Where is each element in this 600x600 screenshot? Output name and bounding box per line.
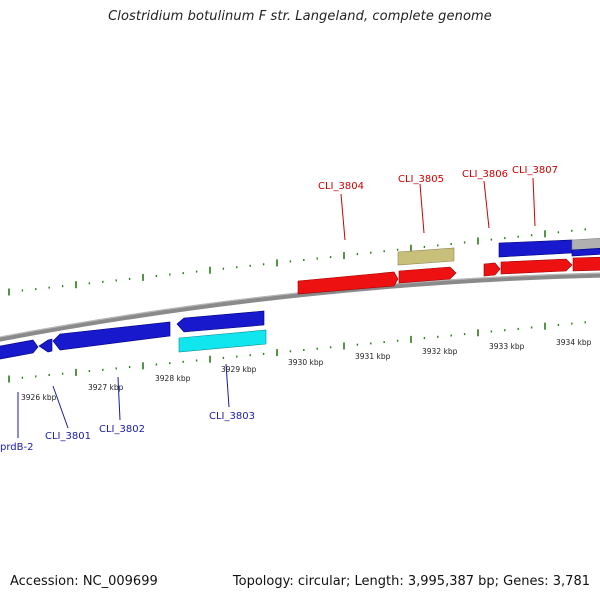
label-cli-3807[interactable]: CLI_3807 [512, 165, 558, 176]
scale-label-3927: 3927 kbp [88, 383, 124, 392]
gene-cli-3805-red[interactable] [398, 266, 457, 284]
genome-backbone [0, 272, 600, 342]
pointer-cli-3801 [52, 385, 69, 429]
gene-cli-3801[interactable] [52, 321, 171, 351]
lower-tick-track [8, 321, 586, 383]
pointer-cli-3802 [117, 376, 121, 421]
scale-label-3928: 3928 kbp [155, 374, 191, 383]
upper-tick-track [8, 228, 586, 296]
accession-text: Accession: NC_009699 [10, 574, 158, 589]
gene-prdb-2[interactable] [0, 339, 39, 360]
gene-blue-top-right[interactable] [498, 239, 573, 258]
pointer-cli-3807 [532, 177, 536, 227]
genome-summary-text: Topology: circular; Length: 3,995,387 bp… [232, 574, 590, 589]
pointer-cli-3806 [483, 180, 490, 229]
gene-cli-3806[interactable] [483, 262, 501, 277]
scale-label-3929: 3929 kbp [221, 365, 257, 374]
scale-label-3932: 3932 kbp [422, 347, 458, 356]
gene-cli-3807[interactable] [500, 258, 573, 275]
gene-cli-3802[interactable] [176, 310, 265, 333]
gene-small-blue[interactable] [38, 338, 53, 353]
label-cli-3803[interactable]: CLI_3803 [209, 411, 255, 422]
label-prdb-2[interactable]: prdB-2 [0, 442, 33, 453]
gene-gray-top-right[interactable] [571, 238, 600, 251]
map-title: Clostridium botulinum F str. Langeland, … [108, 9, 492, 24]
pointer-cli-3805 [419, 183, 425, 234]
scale-label-3934: 3934 kbp [556, 338, 592, 347]
label-cli-3804[interactable]: CLI_3804 [318, 181, 364, 192]
gene-cli-3805[interactable] [397, 247, 455, 266]
label-cli-3802[interactable]: CLI_3802 [99, 424, 145, 435]
scale-label-3926: 3926 kbp [21, 393, 57, 402]
label-cli-3805[interactable]: CLI_3805 [398, 174, 444, 185]
pointer-cli-3804 [340, 193, 346, 241]
label-cli-3801[interactable]: CLI_3801 [45, 431, 91, 442]
scale-label-3930: 3930 kbp [288, 358, 324, 367]
gene-next-red[interactable] [572, 256, 600, 272]
gene-cli-3804[interactable] [297, 271, 399, 295]
pointer-cli-3803 [225, 363, 230, 408]
gene-cli-3803[interactable] [178, 329, 267, 353]
label-cli-3806[interactable]: CLI_3806 [462, 169, 508, 180]
scale-label-3931: 3931 kbp [355, 352, 391, 361]
scale-label-3933: 3933 kbp [489, 342, 525, 351]
gene-blue-top-right-2[interactable] [571, 248, 600, 257]
